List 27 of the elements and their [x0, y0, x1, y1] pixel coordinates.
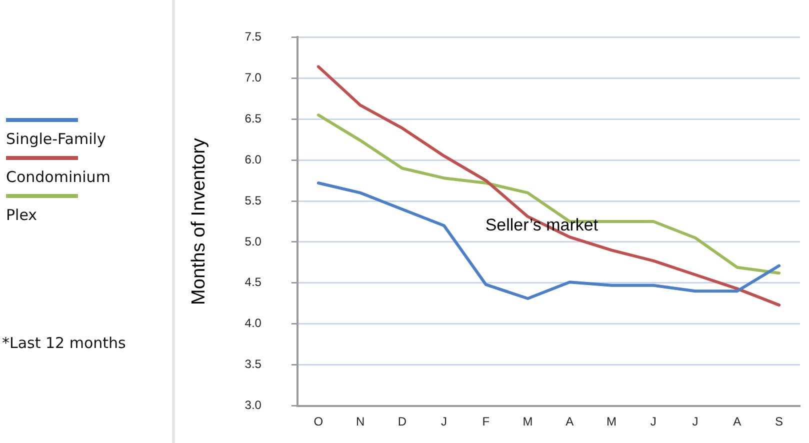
y-tick-label: 7.5 — [244, 30, 262, 44]
x-tick-label: S — [775, 414, 784, 428]
x-tick-label: M — [606, 414, 617, 428]
x-tick-label: O — [314, 414, 324, 428]
y-tick-label: 4.0 — [244, 316, 262, 330]
y-tick-label: 5.5 — [244, 193, 262, 208]
y-tick-label: 5.0 — [244, 234, 262, 248]
y-tick-label: 6.5 — [244, 111, 262, 126]
x-tick-label: N — [356, 414, 365, 428]
y-tick-label: 3.5 — [244, 357, 262, 372]
legend-label: Plex — [6, 206, 38, 224]
y-tick-label: 6.0 — [244, 152, 262, 166]
x-tick-label: J — [692, 414, 698, 428]
legend-label: Condominium — [6, 168, 110, 186]
y-axis-title: Months of Inventory — [188, 138, 210, 305]
x-tick-label: M — [522, 414, 533, 428]
y-tick-label: 4.5 — [244, 275, 262, 290]
x-tick-label: F — [482, 414, 490, 428]
text: *Last 12 months — [2, 334, 126, 352]
y-tick-label: 7.0 — [244, 70, 262, 84]
legend-label: Single-Family — [6, 130, 107, 148]
x-tick-label: A — [733, 414, 742, 428]
x-tick-label: J — [441, 414, 448, 428]
y-tick-label: 3.0 — [244, 398, 262, 412]
x-tick-label: J — [650, 414, 656, 428]
x-tick-label: D — [398, 414, 407, 428]
x-tick-label: A — [566, 414, 574, 428]
